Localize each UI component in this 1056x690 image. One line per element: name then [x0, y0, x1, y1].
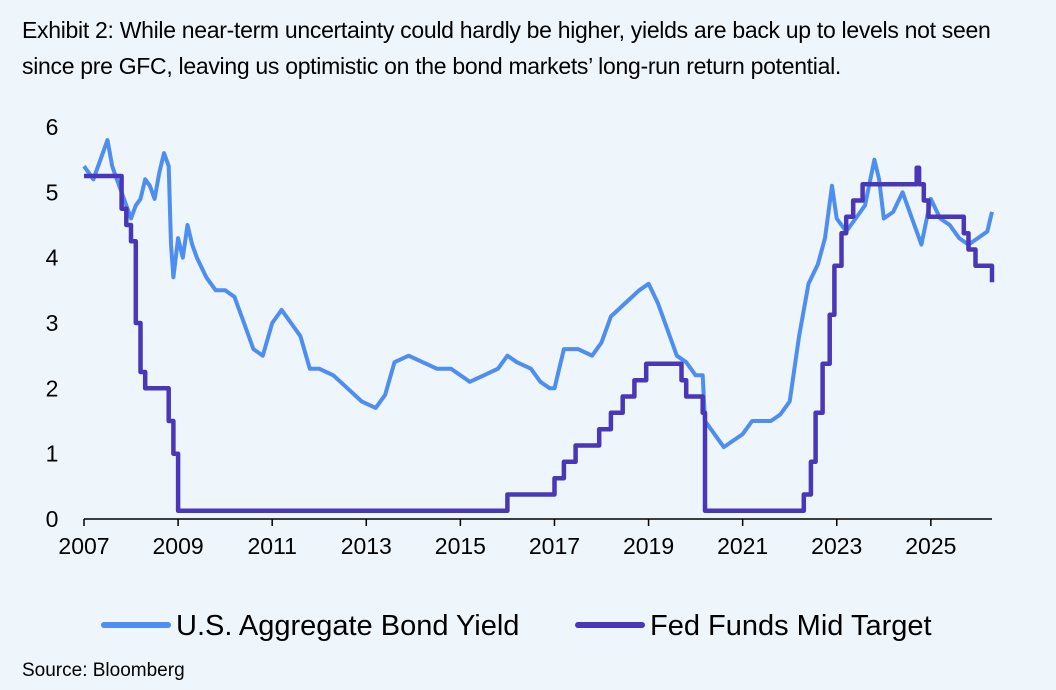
y-tick-label: 5: [46, 179, 59, 205]
chart-title: Exhibit 2: While near-term uncertainty c…: [22, 17, 991, 79]
source-note: Source: Bloomberg: [22, 660, 185, 681]
series-line-agg-yield: [82, 138, 994, 450]
x-tick-label: 2007: [58, 533, 109, 559]
x-tick-label: 2015: [435, 533, 486, 559]
x-tick-label: 2009: [153, 533, 204, 559]
legend-label-fed: Fed Funds Mid Target: [650, 610, 932, 642]
x-tick-label: 2011: [247, 533, 296, 559]
x-tick-label: 2019: [623, 533, 674, 559]
legend-label-agg: U.S. Aggregate Bond Yield: [176, 610, 519, 642]
x-tick-label: 2025: [905, 533, 956, 559]
x-tick-label: 2023: [811, 533, 862, 559]
series-group: [82, 138, 995, 514]
y-tick-label: 1: [46, 441, 59, 467]
y-tick-label: 0: [46, 506, 59, 532]
y-tick-label: 3: [46, 310, 59, 336]
legend: U.S. Aggregate Bond Yield Fed Funds Mid …: [101, 610, 932, 642]
x-tick-label: 2017: [529, 533, 580, 559]
x-ticks: 2007 2009 2011 2013 2015 2017 2019 2021 2023 2025: [58, 519, 956, 559]
x-tick-label: 2013: [341, 533, 392, 559]
y-tick-label: 6: [46, 114, 59, 140]
y-ticks: 0 1 2 3 4 5 6: [46, 114, 59, 532]
y-tick-label: 2: [46, 375, 59, 401]
y-tick-label: 4: [46, 245, 59, 271]
x-tick-label: 2021: [717, 533, 768, 559]
series-line-fed-funds: [84, 165, 995, 514]
